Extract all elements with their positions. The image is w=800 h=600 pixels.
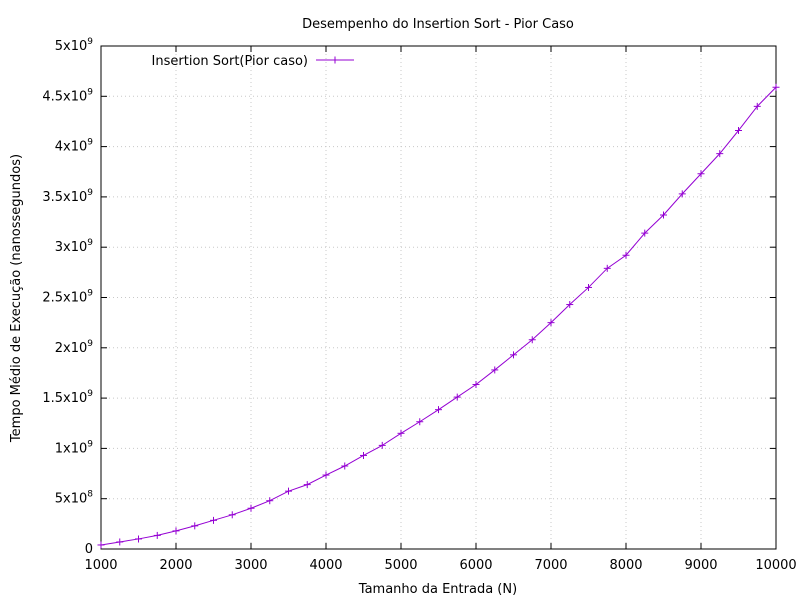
y-tick-exponent: 9 <box>87 238 93 248</box>
y-tick-exponent: 9 <box>87 339 93 349</box>
data-point <box>528 336 536 344</box>
y-tick-mantissa: 1x10 <box>55 441 88 456</box>
y-tick-exponent: 9 <box>87 138 93 148</box>
y-tick-mantissa: 5x10 <box>55 39 88 54</box>
data-point <box>697 170 705 178</box>
data-point <box>547 319 555 327</box>
data-point <box>135 535 142 543</box>
data-point <box>603 264 611 272</box>
y-tick-mantissa: 3.5x10 <box>42 190 87 205</box>
y-tick-label: 4x109 <box>55 138 94 155</box>
data-point <box>303 481 311 489</box>
data-point <box>247 504 255 512</box>
data-point <box>735 127 742 135</box>
series-line <box>100 86 777 546</box>
y-tick-label: 5x109 <box>55 37 94 54</box>
y-tick-exponent: 9 <box>87 389 93 399</box>
legend-marker <box>331 56 339 64</box>
x-tick-label: 7000 <box>534 558 567 573</box>
y-axis-label: Tempo Médio de Execução (nanossegundos) <box>9 154 24 443</box>
y-tick-exponent: 9 <box>87 37 93 47</box>
y-tick-mantissa: 2x10 <box>55 341 88 356</box>
data-point <box>472 381 480 389</box>
data-point <box>622 251 630 259</box>
y-tick-exponent: 9 <box>87 289 93 299</box>
data-point <box>322 471 330 479</box>
y-tick-label: 3x109 <box>55 238 94 255</box>
data-point <box>97 541 105 549</box>
y-tick-label: 1.5x109 <box>42 389 93 406</box>
legend: Insertion Sort(Pior caso) <box>152 54 354 69</box>
data-point <box>435 406 442 414</box>
x-tick-label: 4000 <box>309 558 342 573</box>
y-tick-exponent: 9 <box>87 188 93 198</box>
data-point <box>172 527 180 535</box>
data-point <box>510 351 517 359</box>
x-tick-label: 5000 <box>384 558 417 573</box>
series-layer <box>97 83 780 549</box>
data-point <box>678 190 686 198</box>
data-point <box>341 462 349 470</box>
legend-label: Insertion Sort(Pior caso) <box>152 54 308 69</box>
x-tick-label: 1000 <box>84 558 117 573</box>
y-tick-exponent: 9 <box>87 87 93 97</box>
x-tick-label: 9000 <box>684 558 717 573</box>
tick-layer: 1000 2000 3000 4000 5000 6000 7000 8000 9000 1000… <box>42 37 796 573</box>
y-tick-mantissa: 4x10 <box>55 140 88 155</box>
data-point <box>585 283 592 291</box>
y-tick-label: 5x108 <box>55 490 94 507</box>
y-tick-mantissa: 3x10 <box>55 240 88 255</box>
y-tick-mantissa: 5x10 <box>55 492 88 507</box>
y-tick-mantissa: 4.5x10 <box>42 89 87 104</box>
data-point <box>228 511 236 519</box>
plot-frame <box>100 45 777 550</box>
data-point <box>716 150 724 158</box>
data-point <box>285 487 292 495</box>
data-point <box>753 102 761 110</box>
data-point <box>491 366 499 374</box>
data-point <box>360 451 367 459</box>
data-point <box>210 516 217 524</box>
x-tick-label: 10000 <box>755 558 796 573</box>
y-tick-label: 3.5x109 <box>42 188 93 205</box>
y-tick-mantissa: 1.5x10 <box>42 391 87 406</box>
data-point <box>116 538 124 546</box>
y-tick-label: 0 <box>85 542 93 557</box>
data-point <box>378 441 386 449</box>
data-point <box>397 429 405 437</box>
y-tick-mantissa: 0 <box>85 542 93 557</box>
x-tick-label: 8000 <box>609 558 642 573</box>
data-point <box>453 393 461 401</box>
y-tick-exponent: 8 <box>87 490 93 500</box>
x-tick-label: 6000 <box>459 558 492 573</box>
data-point <box>416 418 424 426</box>
x-tick-label: 3000 <box>234 558 267 573</box>
y-tick-label: 4.5x109 <box>42 87 93 104</box>
x-axis-label: Tamanho da Entrada (N) <box>358 582 517 597</box>
y-tick-label: 2.5x109 <box>42 289 93 306</box>
grid-layer <box>100 45 777 550</box>
data-point <box>153 531 161 539</box>
y-tick-mantissa: 2.5x10 <box>42 291 87 306</box>
data-point <box>641 229 649 237</box>
data-point <box>266 497 274 505</box>
chart-title: Desempenho do Insertion Sort - Pior Caso <box>302 17 574 32</box>
data-point <box>191 522 199 530</box>
data-point <box>566 301 574 309</box>
data-point <box>772 83 780 91</box>
y-tick-label: 2x109 <box>55 339 94 356</box>
data-point <box>660 211 667 219</box>
y-tick-label: 1x109 <box>55 439 94 456</box>
y-tick-exponent: 9 <box>87 439 93 449</box>
x-tick-label: 2000 <box>159 558 192 573</box>
